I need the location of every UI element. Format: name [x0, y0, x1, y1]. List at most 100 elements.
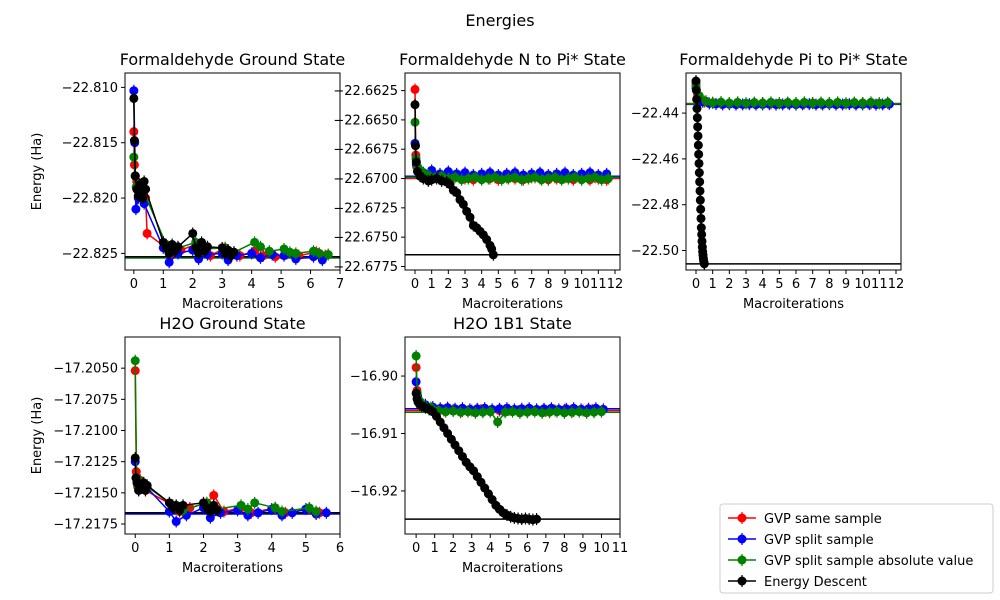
x-tick-label: 7	[542, 541, 550, 556]
data-point	[597, 175, 607, 185]
data-point	[693, 131, 703, 141]
data-point	[694, 158, 704, 168]
x-tick-label: 1	[428, 277, 436, 292]
x-tick-label: 1	[709, 277, 717, 292]
data-point	[841, 98, 851, 108]
data-point	[448, 406, 458, 416]
data-point	[452, 188, 462, 198]
data-point	[697, 229, 707, 239]
data-point	[485, 407, 495, 417]
legend-label: GVP split sample	[764, 533, 874, 548]
data-point	[314, 248, 324, 258]
y-tick-label: −17.2175	[53, 518, 118, 533]
data-point	[209, 490, 219, 500]
data-point	[699, 259, 709, 269]
y-tick-label: −22.46	[631, 152, 679, 167]
x-tick-label: 4	[268, 541, 276, 556]
data-point	[694, 168, 704, 178]
data-point	[824, 98, 834, 108]
x-tick-label: 3	[742, 277, 750, 292]
data-point	[692, 94, 702, 104]
legend-entry: Energy Descent	[728, 575, 867, 590]
data-point	[488, 250, 498, 260]
x-axis-label: Macroiterations	[462, 561, 563, 576]
x-tick-label: 2	[189, 277, 197, 292]
x-tick-label: 5	[494, 277, 502, 292]
y-tick-label: −22.6650	[333, 113, 398, 128]
y-tick-label: −22.6700	[333, 172, 398, 187]
data-point	[441, 407, 451, 417]
data-point	[253, 508, 263, 518]
x-tick-label: 4	[486, 541, 494, 556]
data-point	[695, 186, 705, 196]
x-tick-label: 12	[607, 277, 624, 292]
data-point	[567, 407, 577, 417]
data-point	[557, 175, 567, 185]
data-point	[470, 408, 480, 418]
x-tick-label: 4	[478, 277, 486, 292]
data-point	[411, 141, 420, 151]
data-point	[443, 167, 453, 176]
data-point	[537, 408, 547, 418]
axes-frame	[124, 72, 341, 271]
data-point	[543, 174, 553, 184]
y-tick-label: −22.6775	[333, 260, 398, 275]
y-tick-label: −17.2150	[53, 486, 118, 501]
data-point	[138, 193, 148, 203]
data-point	[129, 86, 139, 96]
x-tick-label: 8	[825, 277, 833, 292]
data-point	[178, 500, 188, 510]
data-point	[478, 407, 488, 417]
x-tick-label: 1	[165, 541, 173, 556]
data-point	[530, 407, 540, 417]
x-tick-label: 5	[277, 277, 285, 292]
data-point	[321, 508, 331, 518]
data-point	[791, 98, 801, 108]
data-point	[693, 122, 703, 132]
data-point	[264, 246, 274, 256]
y-tick-label: −17.2100	[53, 424, 118, 439]
subplots: 0 1 2 3 4 5 6 7−22.810−22.815−22.820−22.825Form…	[30, 50, 908, 576]
figure-title: Energies	[465, 11, 534, 30]
data-point	[695, 195, 705, 205]
data-point	[291, 248, 301, 258]
data-point	[255, 242, 265, 252]
subplot-title: H2O Ground State	[159, 314, 305, 333]
legend-label: GVP same sample	[764, 512, 882, 527]
data-point	[130, 171, 140, 181]
y-tick-label: −22.50	[631, 244, 679, 259]
data-point	[766, 97, 776, 107]
legend: GVP same sample GVP split sample GVP split…	[719, 503, 994, 594]
legend-swatch-marker	[737, 513, 747, 523]
data-point	[463, 407, 473, 417]
data-point	[691, 76, 701, 86]
x-tick-label: 2	[725, 277, 733, 292]
data-point	[708, 98, 718, 108]
data-point	[537, 175, 547, 185]
x-tick-label: 1	[431, 541, 439, 556]
x-tick-label: 0	[411, 277, 419, 292]
x-tick-label: 10	[854, 277, 871, 292]
legend-swatch-marker	[737, 576, 747, 586]
plot-area	[125, 354, 340, 528]
data-point	[188, 228, 198, 238]
x-axis-label: Macroiterations	[462, 297, 563, 312]
axes-frame	[124, 336, 341, 535]
data-point	[205, 513, 215, 523]
data-point	[212, 505, 222, 515]
data-point	[129, 93, 139, 103]
x-axis-label: Macroiterations	[182, 297, 283, 312]
data-point	[808, 98, 818, 108]
x-tick-label: 11	[590, 277, 607, 292]
data-point	[497, 175, 507, 185]
data-point	[696, 223, 706, 233]
y-tick-label: −22.815	[62, 136, 118, 151]
data-point	[130, 453, 140, 463]
x-tick-label: 4	[248, 277, 256, 292]
data-point	[456, 407, 466, 417]
legend-swatch-marker	[737, 534, 747, 544]
data-point	[849, 98, 859, 108]
data-point	[250, 498, 260, 508]
x-tick-label: 3	[218, 277, 226, 292]
